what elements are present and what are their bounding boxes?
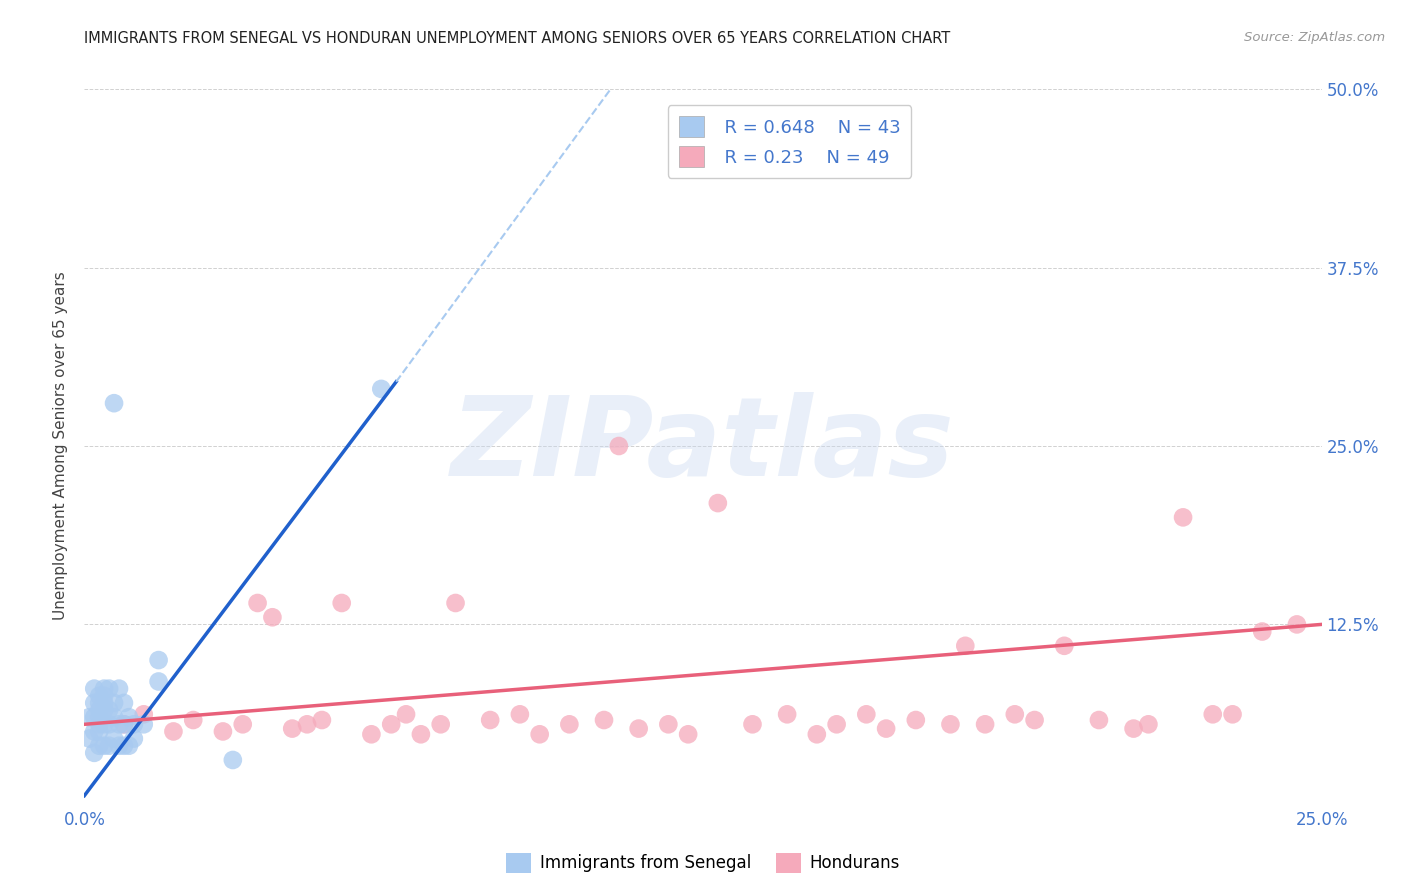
Point: [89, 703, 111, 717]
Point: [93, 717, 115, 731]
Point: [93, 739, 115, 753]
Point: [676, 727, 699, 741]
Point: [593, 713, 616, 727]
Point: [444, 596, 467, 610]
Point: [103, 696, 125, 710]
Point: [89, 717, 111, 731]
Point: [1202, 707, 1225, 722]
Point: [529, 727, 551, 741]
Point: [118, 739, 141, 753]
Point: [93, 696, 115, 710]
Point: [657, 717, 679, 731]
Point: [162, 724, 184, 739]
Point: [98, 703, 121, 717]
Point: [98, 717, 121, 731]
Point: [281, 722, 304, 736]
Point: [395, 707, 418, 722]
Legend: Immigrants from Senegal, Hondurans: Immigrants from Senegal, Hondurans: [499, 847, 907, 880]
Point: [1171, 510, 1194, 524]
Point: [1088, 713, 1111, 727]
Point: [360, 727, 382, 741]
Point: [707, 496, 730, 510]
Point: [295, 717, 318, 731]
Text: ZIPatlas: ZIPatlas: [451, 392, 955, 500]
Point: [112, 696, 135, 710]
Point: [108, 717, 131, 731]
Point: [409, 727, 432, 741]
Point: [627, 722, 650, 736]
Point: [222, 753, 245, 767]
Point: [1137, 717, 1160, 731]
Text: IMMIGRANTS FROM SENEGAL VS HONDURAN UNEMPLOYMENT AMONG SENIORS OVER 65 YEARS COR: IMMIGRANTS FROM SENEGAL VS HONDURAN UNEM…: [84, 31, 950, 46]
Point: [974, 717, 997, 731]
Point: [89, 689, 111, 703]
Point: [1004, 707, 1026, 722]
Point: [93, 681, 115, 696]
Point: [122, 731, 145, 746]
Point: [132, 717, 155, 731]
Point: [83, 681, 105, 696]
Point: [429, 717, 451, 731]
Point: [855, 707, 877, 722]
Point: [939, 717, 962, 731]
Point: [148, 674, 170, 689]
Point: [122, 717, 145, 731]
Point: [89, 739, 111, 753]
Point: [112, 739, 135, 753]
Point: [246, 596, 269, 610]
Point: [825, 717, 848, 731]
Point: [806, 727, 828, 741]
Point: [479, 713, 502, 727]
Legend:   R = 0.648    N = 43,   R = 0.23    N = 49: R = 0.648 N = 43, R = 0.23 N = 49: [668, 105, 911, 178]
Point: [89, 710, 111, 724]
Point: [98, 681, 121, 696]
Point: [558, 717, 581, 731]
Point: [148, 653, 170, 667]
Point: [132, 707, 155, 722]
Point: [103, 396, 125, 410]
Point: [370, 382, 392, 396]
Point: [232, 717, 254, 731]
Point: [1251, 624, 1274, 639]
Point: [83, 746, 105, 760]
Point: [1053, 639, 1076, 653]
Point: [955, 639, 977, 653]
Point: [98, 739, 121, 753]
Point: [112, 717, 135, 731]
Point: [607, 439, 630, 453]
Point: [330, 596, 353, 610]
Point: [83, 724, 105, 739]
Point: [79, 731, 101, 746]
Point: [1285, 617, 1308, 632]
Text: Source: ZipAtlas.com: Source: ZipAtlas.com: [1244, 31, 1385, 45]
Point: [103, 731, 125, 746]
Point: [311, 713, 333, 727]
Point: [83, 696, 105, 710]
Y-axis label: Unemployment Among Seniors over 65 years: Unemployment Among Seniors over 65 years: [53, 272, 69, 620]
Point: [1024, 713, 1046, 727]
Point: [89, 724, 111, 739]
Point: [380, 717, 402, 731]
Point: [741, 717, 763, 731]
Point: [93, 689, 115, 703]
Point: [112, 717, 135, 731]
Point: [262, 610, 284, 624]
Point: [875, 722, 897, 736]
Point: [93, 703, 115, 717]
Point: [118, 710, 141, 724]
Point: [1222, 707, 1244, 722]
Point: [83, 710, 105, 724]
Point: [509, 707, 531, 722]
Point: [108, 739, 131, 753]
Point: [776, 707, 799, 722]
Point: [108, 681, 131, 696]
Point: [212, 724, 235, 739]
Point: [79, 710, 101, 724]
Point: [904, 713, 927, 727]
Point: [103, 710, 125, 724]
Point: [181, 713, 204, 727]
Point: [89, 696, 111, 710]
Point: [1122, 722, 1144, 736]
